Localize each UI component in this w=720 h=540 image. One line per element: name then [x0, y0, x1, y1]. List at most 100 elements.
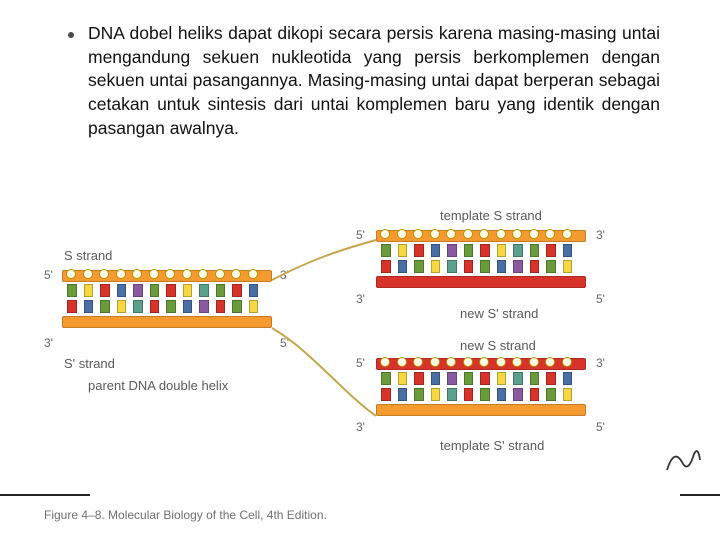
- nucleotide-base: [497, 244, 507, 257]
- sugar-phosphate-dot: [182, 269, 192, 279]
- nucleotide-base: [232, 284, 242, 297]
- nucleotide-base: [546, 244, 556, 257]
- end-3prime: 3': [596, 228, 605, 242]
- sugar-phosphate-dot: [132, 269, 142, 279]
- nucleotide-base: [431, 372, 441, 385]
- nucleotide-base: [464, 372, 474, 385]
- sugar-phosphate-dot: [496, 229, 506, 239]
- sugar-phosphate-dot: [463, 357, 473, 367]
- figure-credit: Figure 4–8. Molecular Biology of the Cel…: [44, 508, 327, 522]
- nucleotide-base: [447, 388, 457, 401]
- sugar-phosphate-dot: [231, 269, 241, 279]
- end-5prime: 5': [356, 228, 365, 242]
- sugar-phosphate-dot: [198, 269, 208, 279]
- end-5prime: 5': [356, 356, 365, 370]
- sugar-phosphate-dot: [248, 269, 258, 279]
- label-new-s: new S strand: [460, 338, 536, 353]
- sugar-phosphate-dot: [479, 357, 489, 367]
- nucleotide-base: [513, 388, 523, 401]
- nucleotide-base: [249, 284, 259, 297]
- sugar-phosphate-dot: [430, 357, 440, 367]
- daughter-helix-b: [376, 358, 586, 434]
- bases-top: [67, 284, 258, 297]
- sugar-phosphate-dot: [446, 357, 456, 367]
- nucleotide-base: [480, 260, 490, 273]
- nucleotide-base: [447, 244, 457, 257]
- end-5prime: 5': [596, 420, 605, 434]
- bases-top: [381, 244, 572, 257]
- nucleotide-base: [381, 388, 391, 401]
- label-template-s: template S strand: [440, 208, 542, 223]
- nucleotide-base: [530, 244, 540, 257]
- sugar-phosphate-dot: [545, 357, 555, 367]
- end-3prime: 3': [596, 356, 605, 370]
- sugar-phosphate-dot: [380, 229, 390, 239]
- nucleotide-base: [381, 260, 391, 273]
- sugar-phosphate-dot: [562, 357, 572, 367]
- nucleotide-base: [431, 388, 441, 401]
- nucleotide-base: [447, 372, 457, 385]
- end-3prime: 3': [356, 292, 365, 306]
- nucleotide-base: [84, 284, 94, 297]
- nucleotide-base: [563, 260, 573, 273]
- decor-line-left: [0, 494, 90, 496]
- sugar-phosphate-dot: [529, 357, 539, 367]
- sugar-phosphate-dot: [397, 357, 407, 367]
- sugar-phosphate-dot: [512, 229, 522, 239]
- sugar-phosphate-dot: [446, 229, 456, 239]
- sugar-phosphate-dot: [562, 229, 572, 239]
- nucleotide-base: [480, 372, 490, 385]
- nucleotide-base: [480, 244, 490, 257]
- nucleotide-base: [464, 244, 474, 257]
- nucleotide-base: [464, 260, 474, 273]
- sugar-dots-top: [380, 357, 572, 367]
- sugar-phosphate-dot: [413, 357, 423, 367]
- nucleotide-base: [414, 244, 424, 257]
- nucleotide-base: [199, 284, 209, 297]
- nucleotide-base: [563, 244, 573, 257]
- nucleotide-base: [546, 372, 556, 385]
- nucleotide-base: [117, 284, 127, 297]
- sugar-phosphate-dot: [99, 269, 109, 279]
- nucleotide-base: [133, 300, 143, 313]
- sugar-phosphate-dot: [479, 229, 489, 239]
- label-parent-helix: parent DNA double helix: [88, 378, 228, 393]
- daughter-helix-a: [376, 230, 586, 306]
- nucleotide-base: [150, 300, 160, 313]
- nucleotide-base: [513, 372, 523, 385]
- nucleotide-base: [100, 300, 110, 313]
- nucleotide-base: [530, 388, 540, 401]
- sugar-phosphate-dot: [66, 269, 76, 279]
- scribble-mark: [662, 440, 702, 480]
- decor-line-right: [680, 494, 720, 496]
- nucleotide-base: [546, 260, 556, 273]
- bullet-marker: [68, 32, 74, 38]
- backbone-bottom: [62, 316, 272, 328]
- nucleotide-base: [249, 300, 259, 313]
- nucleotide-base: [84, 300, 94, 313]
- sugar-phosphate-dot: [430, 229, 440, 239]
- sugar-phosphate-dot: [496, 357, 506, 367]
- nucleotide-base: [414, 388, 424, 401]
- nucleotide-base: [480, 388, 490, 401]
- bases-top: [381, 372, 572, 385]
- nucleotide-base: [117, 300, 127, 313]
- sugar-phosphate-dot: [149, 269, 159, 279]
- nucleotide-base: [398, 260, 408, 273]
- end-3prime: 3': [280, 268, 289, 282]
- nucleotide-base: [216, 300, 226, 313]
- nucleotide-base: [199, 300, 209, 313]
- nucleotide-base: [563, 388, 573, 401]
- end-5prime: 5': [44, 268, 53, 282]
- bullet-text: DNA dobel heliks dapat dikopi secara per…: [88, 22, 670, 140]
- nucleotide-base: [150, 284, 160, 297]
- nucleotide-base: [166, 284, 176, 297]
- nucleotide-base: [563, 372, 573, 385]
- sugar-dots-top: [66, 269, 258, 279]
- dna-replication-diagram: S strand 5' 3' 3' 5' S' strand parent DN…: [40, 220, 680, 470]
- nucleotide-base: [398, 372, 408, 385]
- sugar-phosphate-dot: [165, 269, 175, 279]
- nucleotide-base: [166, 300, 176, 313]
- nucleotide-base: [133, 284, 143, 297]
- nucleotide-base: [232, 300, 242, 313]
